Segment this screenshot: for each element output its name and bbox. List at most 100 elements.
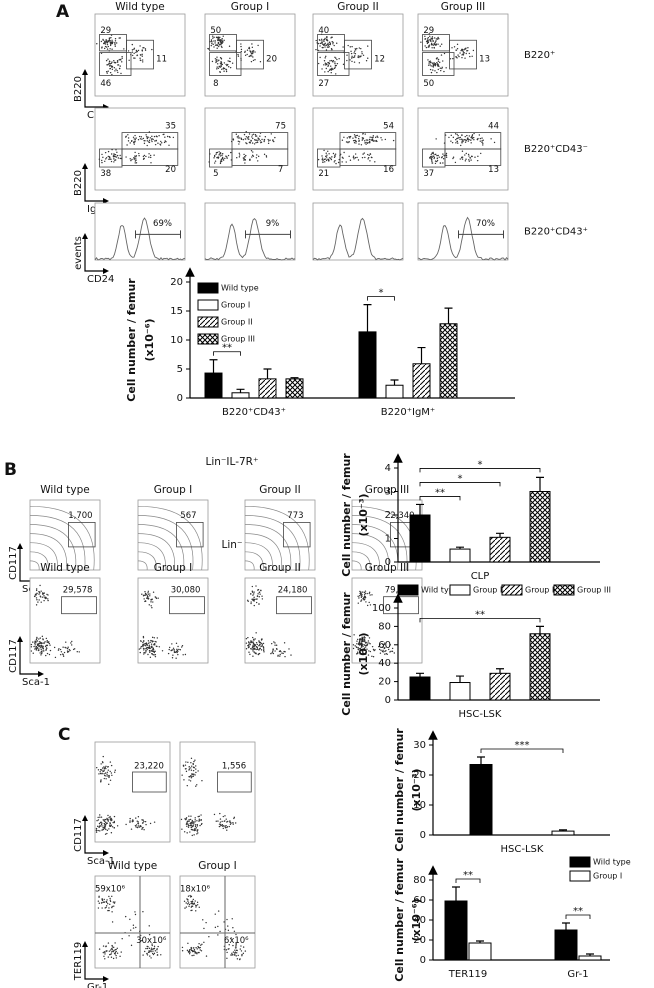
event-dot [442, 153, 444, 155]
gate-label: 13 [488, 165, 499, 175]
event-dot [464, 141, 467, 143]
event-dot [441, 66, 443, 69]
event-dot [253, 651, 255, 653]
event-dot [151, 944, 153, 947]
event-dot [109, 900, 112, 903]
event-dot [251, 136, 253, 138]
bar [529, 491, 551, 563]
gate-label: 70% [476, 219, 495, 229]
event-dot [190, 902, 192, 905]
event-dot [107, 820, 109, 822]
event-dot [145, 134, 147, 136]
event-dot [107, 70, 109, 72]
event-dot [103, 825, 105, 827]
event-dot [256, 595, 259, 598]
event-dot [112, 901, 115, 903]
event-dot [148, 153, 150, 155]
event-dot [235, 952, 238, 954]
event-dot [230, 954, 232, 956]
error-bar [456, 675, 464, 683]
event-dot [436, 159, 439, 162]
event-dot [214, 160, 217, 162]
gate [422, 52, 455, 76]
event-dot [185, 817, 188, 819]
event-dot [139, 138, 142, 140]
event-dot [191, 776, 193, 778]
event-dot [99, 816, 101, 818]
event-dot [346, 137, 349, 139]
event-dot [461, 54, 463, 56]
event-dot [111, 39, 113, 41]
gate-label: 8 [213, 79, 218, 89]
event-dot [363, 647, 366, 650]
y-tick-label: 10 [413, 800, 426, 811]
event-dot [462, 140, 464, 143]
event-dot [191, 909, 193, 912]
x-tick-label: TER119 [448, 969, 487, 980]
event-dot [334, 154, 336, 157]
event-dot [153, 642, 156, 645]
event-dot [101, 898, 103, 900]
event-dot [247, 646, 250, 649]
event-dot [111, 68, 114, 71]
event-dot [155, 641, 157, 643]
event-dot [102, 770, 105, 773]
event-dot [194, 821, 196, 823]
event-dot [363, 640, 365, 643]
event-dot [190, 826, 192, 829]
event-dot [453, 46, 456, 48]
event-dot [58, 648, 60, 650]
event-dot [352, 137, 354, 139]
event-dot [382, 651, 384, 653]
row-label: B220⁺CD43⁺ [524, 227, 588, 238]
event-dot [108, 783, 110, 786]
event-dot [141, 138, 143, 140]
event-dot [329, 43, 331, 46]
event-dot [391, 647, 394, 650]
event-dot [231, 62, 234, 64]
event-dot [452, 57, 454, 60]
event-dot [104, 958, 106, 960]
event-dot [363, 594, 366, 596]
event-dot [342, 157, 344, 159]
event-dot [256, 646, 258, 648]
event-dot [184, 818, 186, 820]
y-axis-label: B220 [73, 76, 84, 102]
plot-frame [204, 202, 296, 261]
event-dot [225, 63, 227, 66]
event-dot [263, 140, 265, 143]
y-tick-label: 2 [385, 510, 391, 521]
event-dot [325, 159, 328, 162]
event-dot [172, 647, 175, 649]
event-dot [150, 162, 152, 164]
event-dot [217, 39, 219, 42]
column-header: Group III [365, 562, 410, 574]
event-dot [109, 41, 112, 44]
event-dot [364, 649, 366, 651]
event-dot [135, 51, 137, 54]
gate-label: 20 [266, 55, 277, 65]
event-dot [265, 155, 268, 157]
event-dot [385, 650, 387, 652]
event-dot [101, 161, 103, 164]
event-dot [114, 38, 117, 40]
event-dot [201, 780, 203, 782]
event-dot [154, 950, 157, 952]
event-dot [156, 949, 158, 951]
event-dot [461, 150, 464, 152]
event-dot [352, 644, 355, 646]
y-tick-label: 4 [385, 463, 391, 474]
event-dot [108, 817, 110, 819]
event-dot [192, 774, 194, 776]
gate [449, 39, 477, 70]
event-dot [96, 825, 99, 828]
gate [126, 39, 154, 70]
event-dot [245, 142, 247, 144]
event-dot [100, 816, 103, 818]
event-dot [358, 143, 360, 145]
event-dot [361, 637, 364, 640]
event-dot [429, 39, 432, 41]
bar [449, 682, 471, 701]
event-dot [210, 44, 213, 47]
event-dot [272, 139, 274, 142]
